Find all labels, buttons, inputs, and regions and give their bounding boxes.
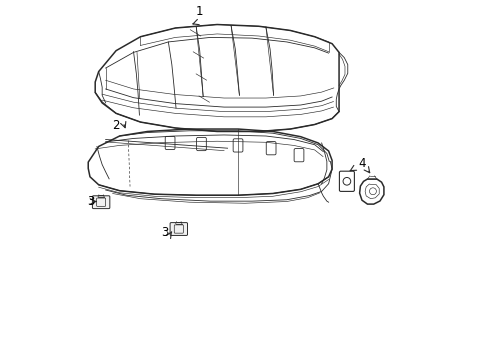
Text: 3: 3 (161, 226, 169, 239)
FancyBboxPatch shape (170, 222, 188, 235)
FancyBboxPatch shape (93, 196, 110, 208)
Text: 3: 3 (87, 195, 95, 208)
Text: 4: 4 (358, 157, 366, 170)
Text: 2: 2 (112, 119, 120, 132)
Text: 1: 1 (196, 5, 203, 18)
